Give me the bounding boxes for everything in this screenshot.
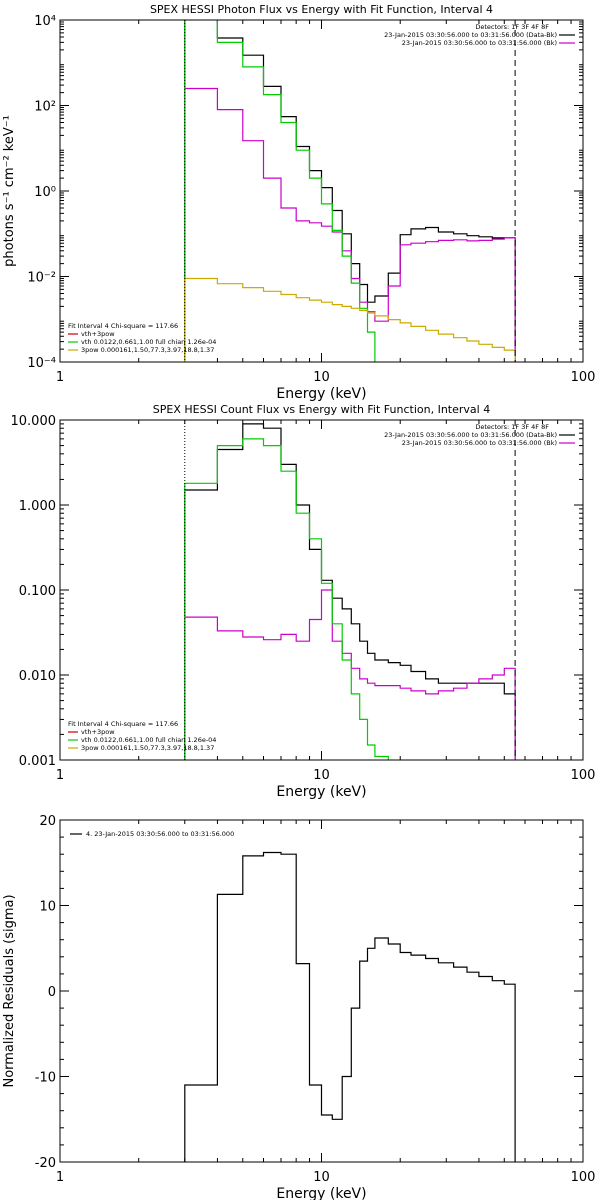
legend-entry-label: vth+3pow — [81, 728, 115, 736]
y-tick-label: 0.010 — [19, 669, 56, 684]
x-tick-label: 10 — [313, 768, 330, 783]
y-axis-label: Normalized Residuals (sigma) — [2, 894, 17, 1087]
x-tick-label: 100 — [571, 768, 596, 783]
y-tick-label: 1.000 — [19, 499, 56, 514]
y-tick-label: 0.001 — [19, 754, 56, 769]
y-tick-label: 0.100 — [19, 584, 56, 599]
chart-title: SPEX HESSI Count Flux vs Energy with Fit… — [153, 403, 490, 416]
series-line-data-bk — [184, 423, 516, 760]
series-group — [184, 20, 516, 362]
series-line-3pow — [184, 277, 516, 362]
y-tick-label: 10⁰ — [34, 185, 56, 200]
series-line-bk — [184, 589, 516, 760]
chart-panel-1: SPEX HESSI Photon Flux vs Energy with Fi… — [2, 3, 595, 402]
series-line-residuals — [184, 851, 516, 1162]
legend-title: Detectors: 1F 3F 4F 8F — [475, 423, 549, 431]
x-tick-label: 10 — [313, 370, 330, 385]
legend-entry-label: vth 0.0122,0.661,1.00 full chian 1.26e-0… — [81, 338, 216, 346]
y-tick-label: 10⁻⁴ — [27, 356, 56, 371]
y-tick-label: 10⁻² — [27, 271, 56, 286]
x-tick-label: 10 — [313, 1170, 330, 1185]
y-tick-label: -10 — [35, 1071, 56, 1086]
y-tick-label: -20 — [35, 1156, 56, 1171]
chart-panel-2: SPEX HESSI Count Flux vs Energy with Fit… — [11, 403, 596, 800]
series-line-data-bk — [184, 20, 516, 362]
series-line-vth — [184, 20, 376, 362]
legend-entry-label: 23-Jan-2015 03:30:56.000 to 03:31:56.000… — [384, 431, 557, 439]
legend-title: Detectors: 1F 3F 4F 8F — [475, 23, 549, 31]
y-tick-label: 10 — [39, 900, 56, 915]
series-line-bk — [184, 87, 516, 362]
chart-panel-3: 1 10 100 -20 -10 0 10 20 Energy (keV) Normalized … — [2, 814, 595, 1200]
y-tick-label: 10² — [34, 100, 56, 115]
x-axis-label: Energy (keV) — [276, 1186, 366, 1200]
y-tick-label: 10⁴ — [34, 14, 56, 29]
plot-frame — [59, 419, 584, 761]
legend-entry-label: vth+3pow — [81, 330, 115, 338]
x-axis-label: Energy (keV) — [276, 386, 366, 402]
legend-entry-label: 23-Jan-2015 03:30:56.000 to 03:31:56.000… — [402, 39, 557, 47]
legend-entry-label: 23-Jan-2015 03:30:56.000 to 03:31:56.000… — [384, 31, 557, 39]
legend-entry-label: 3pow 0.000161,1.50,77.3,3.97,18.8,1.37 — [81, 346, 214, 354]
y-tick-label: 20 — [39, 814, 56, 829]
legend-title: Fit Interval 4 Chi-square = 117.66 — [68, 322, 178, 330]
series-group — [184, 420, 516, 760]
y-tick-label: 10.000 — [11, 414, 57, 429]
legend-entry-label: vth 0.0122,0.661,1.00 full chian 1.26e-0… — [81, 736, 216, 744]
x-tick-label: 100 — [571, 1170, 596, 1185]
legend-entry-label: 4. 23-Jan-2015 03:30:56.000 to 03:31:56.… — [86, 830, 234, 838]
y-tick-label: 0 — [48, 985, 56, 1000]
series-group — [184, 851, 516, 1162]
series-line-vth — [184, 438, 389, 760]
x-tick-label: 1 — [56, 370, 64, 385]
x-tick-label: 1 — [56, 768, 64, 783]
x-tick-label: 1 — [56, 1170, 64, 1185]
x-axis-label: Energy (keV) — [276, 784, 366, 800]
plot-frame — [59, 19, 584, 363]
legend-entry-label: 23-Jan-2015 03:30:56.000 to 03:31:56.000… — [402, 439, 557, 447]
legend-title: Fit Interval 4 Chi-square = 117.66 — [68, 720, 178, 728]
x-tick-label: 100 — [571, 370, 596, 385]
plot-frame — [59, 819, 584, 1163]
legend-entry-label: 3pow 0.000161,1.50,77.3,3.97,18.8,1.37 — [81, 744, 214, 752]
chart-title: SPEX HESSI Photon Flux vs Energy with Fi… — [150, 3, 493, 16]
y-axis-label: photons s⁻¹ cm⁻² keV⁻¹ — [2, 115, 17, 267]
